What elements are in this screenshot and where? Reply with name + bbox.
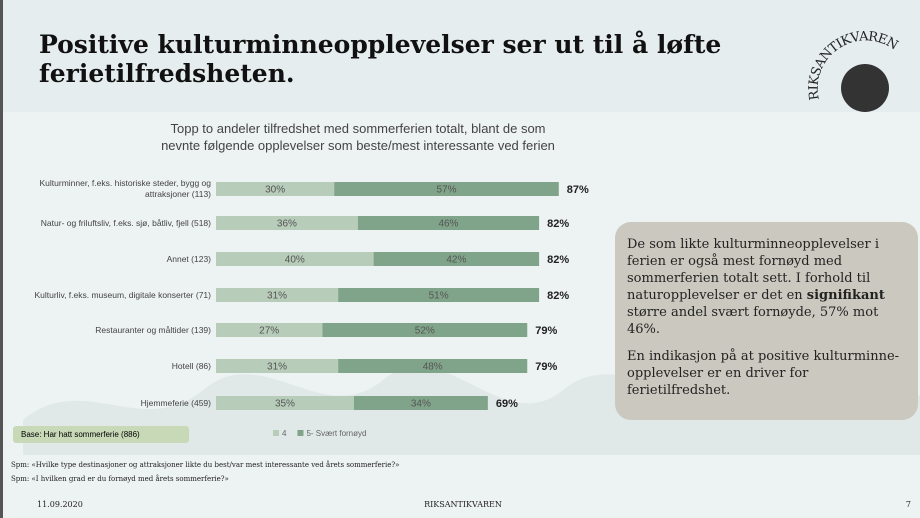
- note-emphasis: signifikant: [806, 288, 885, 303]
- base-label: Base: Har hatt sommerferie (886): [13, 426, 189, 443]
- category-label: Annet (123): [166, 253, 211, 264]
- value-label: 35%: [275, 399, 295, 410]
- total-label: 82%: [547, 290, 569, 302]
- total-label: 82%: [547, 218, 569, 230]
- category-label: Hjemmeferie (459): [140, 397, 211, 408]
- chart: RIKSANTIKVAREN 30% 57% 87%36% 46% 82%40% 42% 8…: [3, 0, 920, 455]
- category-label: Kulturminner, f.eks. historiske steder, …: [39, 178, 211, 199]
- value-label: 31%: [267, 362, 287, 373]
- category-label: Hotell (86): [171, 360, 211, 371]
- total-label: 79%: [535, 361, 557, 373]
- note-paragraph: En indikasjon på at positive kulturminne…: [627, 349, 900, 398]
- value-label: 57%: [436, 185, 456, 196]
- bar-segment: [334, 182, 559, 196]
- bar-segment: [216, 396, 354, 410]
- bar-segment: [216, 216, 358, 230]
- bar-segment: [216, 288, 339, 302]
- bar-segment: [216, 252, 374, 266]
- bar-segment: [353, 396, 488, 410]
- bar-segment: [216, 323, 323, 337]
- value-label: 46%: [438, 219, 458, 230]
- logo-emblem: [841, 64, 889, 112]
- category-label: Restauranter og måltider (139): [95, 324, 211, 335]
- footer: RIKSANTIKVAREN: [424, 500, 502, 509]
- header-band: [3, 0, 920, 112]
- question: Spm: «I hvilken grad er du fornøyd med å…: [11, 475, 229, 483]
- legend-swatch: [297, 430, 304, 436]
- value-label: 36%: [277, 219, 297, 230]
- bar-segment: [216, 359, 339, 373]
- legend-swatch: [273, 430, 279, 436]
- title: Positive kulturminneopplevelser ser ut t…: [39, 30, 722, 88]
- category-label: Kulturliv, f.eks. museum, digitale konse…: [34, 289, 211, 300]
- value-label: 31%: [267, 291, 287, 302]
- note-text: De som likte kulturminneopplevelser i fe…: [627, 237, 879, 303]
- value-label: 42%: [446, 255, 466, 266]
- value-label: 34%: [411, 399, 431, 410]
- bar-segment: [338, 359, 528, 373]
- total-label: 69%: [496, 398, 518, 410]
- value-label: 40%: [285, 255, 305, 266]
- value-label: 27%: [259, 326, 279, 337]
- value-label: 30%: [265, 185, 285, 196]
- bar-segment: [357, 216, 540, 230]
- value-label: 48%: [423, 362, 443, 373]
- note-text: større andel svært fornøyde, 57% mot 46%…: [627, 305, 879, 337]
- bar-segment: [216, 182, 335, 196]
- ornament: [23, 366, 920, 455]
- total-label: 87%: [567, 184, 589, 196]
- chart-subtitle: Topp to andeler tilfredshet med sommerfe…: [161, 121, 555, 153]
- bar-segment: [322, 323, 528, 337]
- bar-segment: [373, 252, 540, 266]
- total-label: 79%: [535, 325, 557, 337]
- question: Spm: «Hvilke type destinasjoner og attra…: [11, 461, 400, 469]
- note-paragraph: De som likte kulturminneopplevelser i fe…: [627, 236, 908, 338]
- note-box: De som likte kulturminneopplevelser i fe…: [615, 222, 918, 420]
- bar-segment: [338, 288, 540, 302]
- page-number: 7: [905, 500, 911, 509]
- date: 11.09.2020: [37, 500, 83, 509]
- category-label: Natur- og friluftsliv, f.eks. sjø, båtli…: [40, 217, 211, 228]
- legend-label: 4: [282, 429, 287, 438]
- legend-label: 5- Svært fornøyd: [306, 429, 366, 438]
- value-label: 52%: [415, 326, 435, 337]
- total-label: 82%: [547, 254, 569, 266]
- value-label: 51%: [429, 291, 449, 302]
